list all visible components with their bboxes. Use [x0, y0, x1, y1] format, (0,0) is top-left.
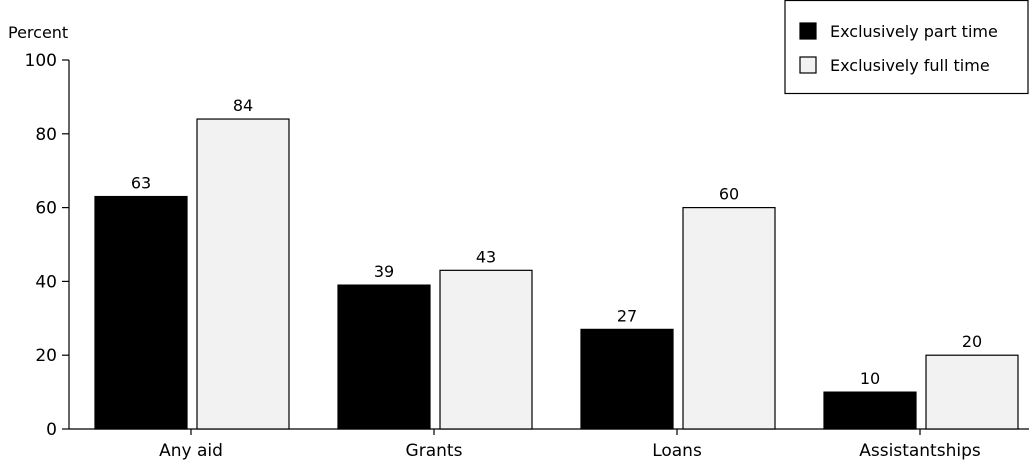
bar-value-label: 20 — [962, 332, 982, 351]
y-axis-label: Percent — [8, 23, 68, 42]
legend-label: Exclusively full time — [830, 56, 990, 75]
bar-full-time — [682, 207, 776, 430]
y-tick-label: 100 — [25, 51, 57, 71]
bar-value-label: 84 — [233, 96, 253, 115]
bar-value-label: 39 — [374, 262, 394, 281]
y-tick-label: 40 — [35, 272, 57, 292]
bar-value-label: 60 — [719, 185, 739, 204]
bar-part-time — [337, 284, 431, 430]
bar-full-time — [925, 354, 1019, 430]
bar-value-label: 10 — [860, 369, 880, 388]
bar-part-time — [580, 328, 674, 430]
y-tick-label: 80 — [35, 125, 57, 145]
x-tick-label: Grants — [406, 441, 463, 461]
x-tick-label: Loans — [652, 441, 702, 461]
bar-value-label: 27 — [617, 306, 637, 325]
y-tick-label: 20 — [35, 346, 57, 366]
legend: Exclusively part time Exclusively full ti… — [784, 0, 1029, 95]
legend-swatch — [799, 56, 817, 74]
y-tick-label: 0 — [46, 420, 57, 440]
bars-group: 63 84 39 43 27 60 10 20 — [94, 96, 1019, 430]
bar-value-label: 43 — [476, 247, 496, 266]
axes: 0 20 40 60 80 100 Any aid Grants Loans Assistants… — [25, 51, 1029, 461]
bar-full-time — [439, 269, 533, 430]
bar-part-time — [94, 195, 188, 430]
bar-part-time — [823, 391, 917, 430]
y-tick-label: 60 — [35, 199, 57, 219]
bar-full-time — [196, 118, 290, 430]
legend-box — [784, 0, 1029, 95]
legend-label: Exclusively part time — [830, 22, 998, 41]
bar-value-label: 63 — [131, 174, 151, 193]
x-tick-label: Assistantships — [859, 441, 981, 461]
x-tick-label: Any aid — [159, 441, 223, 461]
legend-swatch — [799, 22, 817, 40]
